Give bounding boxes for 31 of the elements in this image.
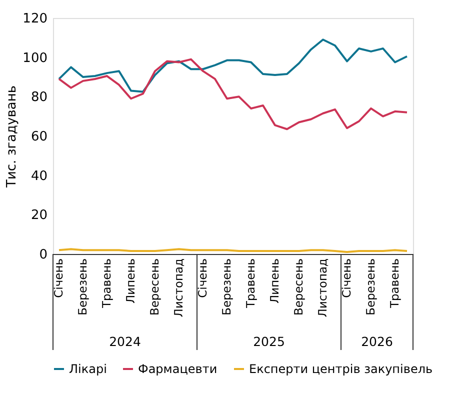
x-tick-label: Березень: [364, 258, 378, 316]
text: 2024: [109, 334, 141, 349]
legend-label: Лікарі: [69, 362, 107, 376]
text: 2025: [253, 334, 285, 349]
y-axis-title: Тис. згадувань: [4, 86, 20, 188]
x-tick-label: Січень: [196, 258, 210, 298]
legend-label: Фармацевти: [138, 362, 218, 376]
x-tick-label: Вересень: [148, 258, 162, 316]
y-tick-label: 80: [30, 90, 48, 106]
y-tick-label: 100: [22, 50, 48, 66]
x-tick-label: Липень: [124, 258, 138, 304]
x-tick-label: Травень: [100, 258, 114, 310]
y-tick-label: 60: [30, 130, 48, 144]
line-series: [58, 58, 408, 130]
x-tick-label: Травень: [244, 258, 258, 310]
x-tick-label: Вересень: [292, 258, 306, 316]
y-tick-label: 0: [39, 248, 48, 262]
x-tick-label: Січень: [52, 258, 66, 298]
x-tick-label: Березень: [76, 258, 90, 316]
x-tick-label: Березень: [220, 258, 234, 316]
text: 2026: [361, 334, 393, 349]
legend-label: Експерти центрів закупівель: [249, 362, 433, 376]
y-tick-label: 20: [30, 208, 48, 224]
x-tick-label: Травень: [388, 258, 402, 310]
y-tick-label: 120: [22, 12, 48, 26]
x-tick-label: Листопад: [172, 258, 186, 318]
x-tick-label: Липень: [268, 258, 282, 304]
x-tick-label: Листопад: [316, 258, 330, 318]
x-tick-label: Січень: [340, 258, 354, 298]
y-tick-label: 40: [30, 168, 48, 184]
line-series: [58, 38, 408, 93]
